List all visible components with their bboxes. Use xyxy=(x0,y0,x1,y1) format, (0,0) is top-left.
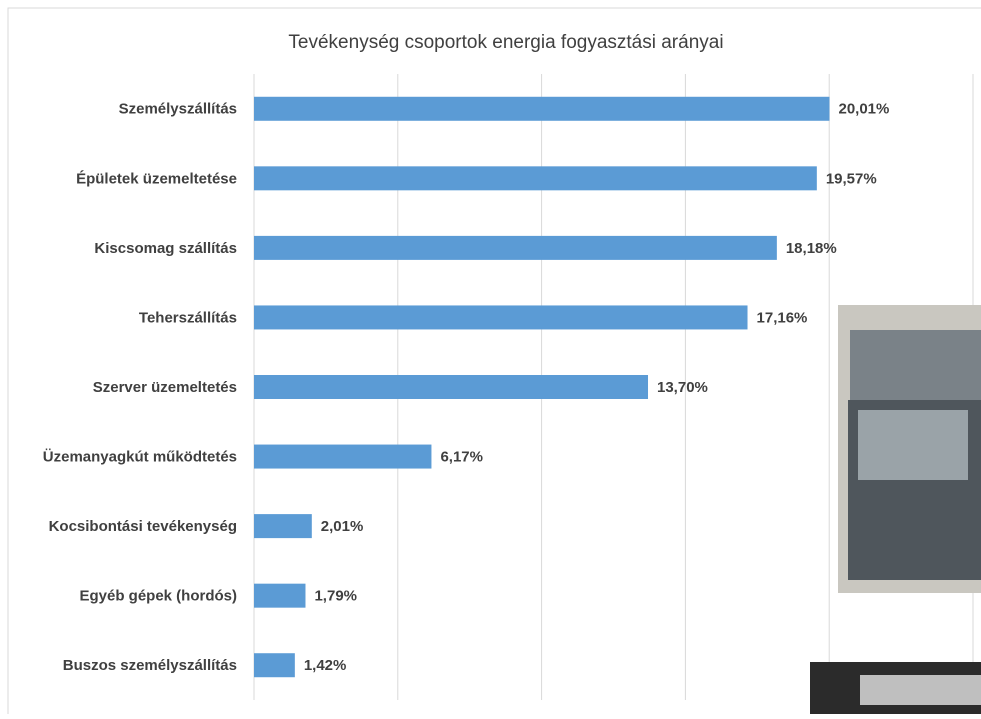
chart-title: Tevékenység csoportok energia fogyasztás… xyxy=(288,32,723,53)
value-label: 13,70% xyxy=(657,379,708,396)
bar xyxy=(254,375,649,399)
y-tick-label: Személyszállítás xyxy=(119,101,237,118)
truck-window xyxy=(858,410,968,480)
truck-photo xyxy=(838,305,981,593)
second-photo xyxy=(810,662,981,714)
y-tick-label: Üzemanyagkút működtetés xyxy=(43,449,237,466)
y-tick-label: Épületek üzemeltetése xyxy=(76,170,237,187)
chart-frame xyxy=(7,7,981,719)
y-tick-label: Szerver üzemeltetés xyxy=(93,379,237,396)
y-tick-label: Buszos személyszállítás xyxy=(63,657,237,674)
value-label: 17,16% xyxy=(757,309,808,326)
bar xyxy=(254,96,830,121)
photo-light xyxy=(860,675,981,705)
value-label: 6,17% xyxy=(440,449,483,466)
plot-area: Személyszállítás 20,01% Épületek üzemeltet… xyxy=(43,74,974,700)
value-label: 1,79% xyxy=(314,588,357,605)
bar xyxy=(254,653,295,678)
value-label: 18,18% xyxy=(786,240,837,257)
bar xyxy=(254,514,312,539)
bar xyxy=(254,444,432,469)
truck-cab-top xyxy=(850,330,981,400)
y-tick-label: Egyéb gépek (hordós) xyxy=(79,588,237,605)
y-tick-label: Kocsibontási tevékenység xyxy=(49,518,237,535)
bar xyxy=(254,305,748,330)
bar xyxy=(254,166,817,191)
y-tick-label: Kiscsomag szállítás xyxy=(94,240,237,257)
y-tick-label: Teherszállítás xyxy=(139,309,237,326)
bar xyxy=(254,235,777,260)
value-label: 2,01% xyxy=(321,518,364,535)
value-label: 1,42% xyxy=(304,657,347,674)
bar xyxy=(254,583,306,608)
value-label: 19,57% xyxy=(826,170,877,187)
value-label: 20,01% xyxy=(838,101,889,118)
